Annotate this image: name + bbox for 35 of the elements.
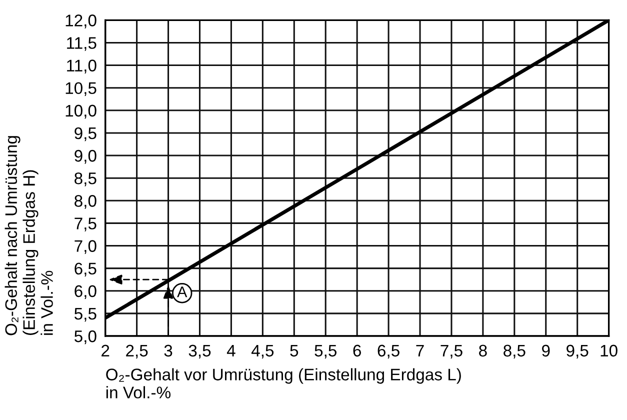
x-tick-label: 4 xyxy=(226,344,236,356)
y-tick-label: 6,0 xyxy=(74,285,96,300)
y-axis-title: O₂-Gehalt nach Umrüstung (Einstellung Erdgas H) in Vol.-% xyxy=(4,136,53,336)
x-tick-label: 8,5 xyxy=(504,344,526,359)
x-tick-label: 3,5 xyxy=(188,344,211,359)
y-tick-label: 8,0 xyxy=(74,195,96,209)
y-tick-label: 9,0 xyxy=(74,150,96,164)
x-tick-label: 7 xyxy=(416,344,424,356)
y-tick-label: 8,5 xyxy=(74,172,96,186)
x-tick-label: 6 xyxy=(353,344,361,357)
y-tick-label: 9,5 xyxy=(74,127,96,142)
x-tick-label: 9,5 xyxy=(566,344,588,359)
x-tick-label: 8 xyxy=(479,344,487,357)
y-tick-label: 11,0 xyxy=(67,60,96,74)
x-axis-title: O₂-Gehalt vor Umrüstung (Einstellung Erdgas L) in Vol.-% xyxy=(106,368,461,398)
annotation: A xyxy=(177,286,188,298)
x-tick-label: 6,5 xyxy=(378,344,400,359)
y-tick-label: 10,5 xyxy=(66,82,96,96)
y-tick-label: 7,0 xyxy=(74,240,96,254)
x-tick-label: 7,5 xyxy=(440,344,462,359)
x-tick-label: 9 xyxy=(542,344,550,357)
x-tick-label: 2,5 xyxy=(126,344,148,359)
x-tick-label: 5 xyxy=(290,344,298,357)
y-tick-label: 6,5 xyxy=(74,262,96,276)
x-tick-label: 3 xyxy=(164,344,172,357)
x-tick-label: 4,5 xyxy=(251,344,274,359)
x-tick-label: 5,5 xyxy=(314,344,336,359)
y-tick-label: 10,0 xyxy=(66,104,96,119)
y-tick-label: 5,0 xyxy=(74,330,96,344)
y-tick-label: 12,0 xyxy=(66,14,96,28)
x-tick-label: 10 xyxy=(600,344,618,357)
y-tick-label: 5,5 xyxy=(74,308,96,322)
x-tick-label: 2 xyxy=(102,344,110,356)
y-tick-label: 7,5 xyxy=(74,218,96,232)
y-tick-label: 11,5 xyxy=(67,37,96,51)
